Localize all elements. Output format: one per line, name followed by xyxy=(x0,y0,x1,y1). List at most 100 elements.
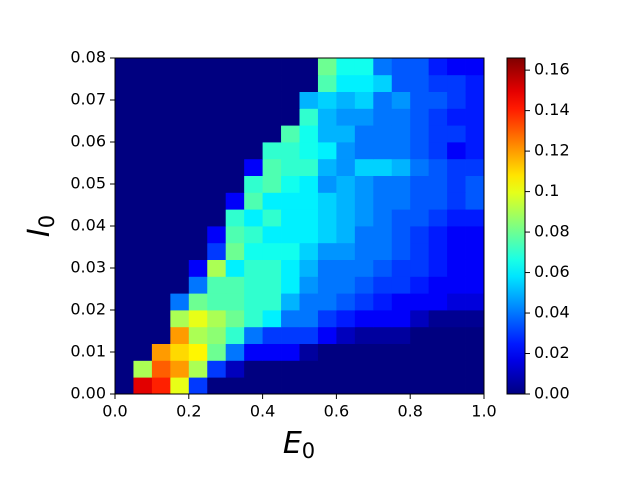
heat-cell xyxy=(170,142,190,160)
heat-cell xyxy=(447,142,466,160)
heat-cell xyxy=(354,192,374,210)
heat-cell xyxy=(428,377,448,395)
heat-cell xyxy=(465,293,485,311)
y-tick-label: 0.03 xyxy=(70,258,106,277)
heat-cell xyxy=(317,142,337,160)
heat-cell xyxy=(465,158,485,176)
heat-cell xyxy=(410,58,430,76)
heat-cell xyxy=(410,242,430,260)
heat-cell xyxy=(465,226,485,244)
heat-cell xyxy=(188,108,208,126)
heat-cell xyxy=(115,74,134,92)
heat-cell xyxy=(281,259,300,277)
heat-cell xyxy=(133,377,153,395)
heat-cell xyxy=(151,125,171,143)
heat-cell xyxy=(133,192,153,210)
heat-cell xyxy=(188,175,208,193)
x-tick-label: 0.6 xyxy=(324,402,349,421)
heat-cell xyxy=(299,142,319,160)
heat-cell xyxy=(410,108,430,126)
heat-cell xyxy=(262,360,282,378)
heat-cell xyxy=(465,192,485,210)
heat-cell xyxy=(225,175,245,193)
heat-cell xyxy=(188,158,208,176)
heat-cell xyxy=(373,310,393,328)
heat-cell xyxy=(262,242,282,260)
heat-cell xyxy=(281,108,300,126)
heat-cell xyxy=(336,276,356,294)
heat-cell xyxy=(244,108,263,126)
heat-cell xyxy=(151,58,171,76)
heat-cell xyxy=(447,125,466,143)
heat-cell xyxy=(336,259,356,277)
heat-cell xyxy=(354,142,374,160)
heat-cell xyxy=(447,276,466,294)
heat-cell xyxy=(317,242,337,260)
heat-cell xyxy=(410,310,430,328)
heat-cell xyxy=(428,293,448,311)
colorbar-tick-label: 0.04 xyxy=(534,303,570,322)
heat-cell xyxy=(281,242,300,260)
heat-cell xyxy=(410,276,430,294)
y-axis-label-main: I xyxy=(22,228,57,237)
heat-cell xyxy=(133,276,153,294)
heat-cell xyxy=(465,125,485,143)
heat-cell xyxy=(262,142,282,160)
heat-cell xyxy=(262,209,282,227)
heat-cell xyxy=(170,91,190,109)
heat-cell xyxy=(428,360,448,378)
heat-cell xyxy=(410,158,430,176)
heat-cell xyxy=(373,142,393,160)
heat-cell xyxy=(151,343,171,361)
heat-cell xyxy=(244,276,263,294)
heat-cell xyxy=(262,310,282,328)
heat-cell xyxy=(262,125,282,143)
heat-cell xyxy=(244,343,263,361)
heat-cell xyxy=(262,175,282,193)
heat-cell xyxy=(465,276,485,294)
x-axis-label-main: E xyxy=(283,426,302,461)
heat-cell xyxy=(299,209,319,227)
heat-cell xyxy=(465,58,485,76)
heat-cell xyxy=(281,377,300,395)
heat-cell xyxy=(244,58,263,76)
y-tick-label: 0.06 xyxy=(70,132,106,151)
heat-cell xyxy=(262,158,282,176)
heat-cell xyxy=(336,91,356,109)
heat-cell xyxy=(336,209,356,227)
heat-cell xyxy=(465,108,485,126)
heat-cell xyxy=(151,310,171,328)
heat-cell xyxy=(447,343,466,361)
heat-cell xyxy=(428,226,448,244)
heat-cell xyxy=(447,293,466,311)
heat-cell xyxy=(391,310,411,328)
heat-cell xyxy=(317,58,337,76)
heat-cell xyxy=(115,360,134,378)
heat-cell xyxy=(428,276,448,294)
heat-cell xyxy=(354,343,374,361)
heat-cell xyxy=(115,91,134,109)
heat-cell xyxy=(428,58,448,76)
heat-cell xyxy=(336,360,356,378)
heat-cell xyxy=(262,293,282,311)
heat-cell xyxy=(170,259,190,277)
heat-cell xyxy=(428,192,448,210)
heat-cell xyxy=(151,142,171,160)
heat-cell xyxy=(317,158,337,176)
heat-cell xyxy=(133,209,153,227)
heat-cell xyxy=(428,125,448,143)
heat-cell xyxy=(336,58,356,76)
heat-cell xyxy=(188,142,208,160)
heat-cell xyxy=(373,209,393,227)
heat-cell xyxy=(115,142,134,160)
heat-cell xyxy=(170,108,190,126)
heat-cell xyxy=(207,310,227,328)
colorbar-tick-label: 0.14 xyxy=(534,100,570,119)
heat-cell xyxy=(373,175,393,193)
heat-cell xyxy=(391,326,411,344)
heat-cell xyxy=(225,259,245,277)
heat-cell xyxy=(373,58,393,76)
heat-cell xyxy=(151,259,171,277)
heat-cell xyxy=(299,74,319,92)
heat-cell xyxy=(391,293,411,311)
